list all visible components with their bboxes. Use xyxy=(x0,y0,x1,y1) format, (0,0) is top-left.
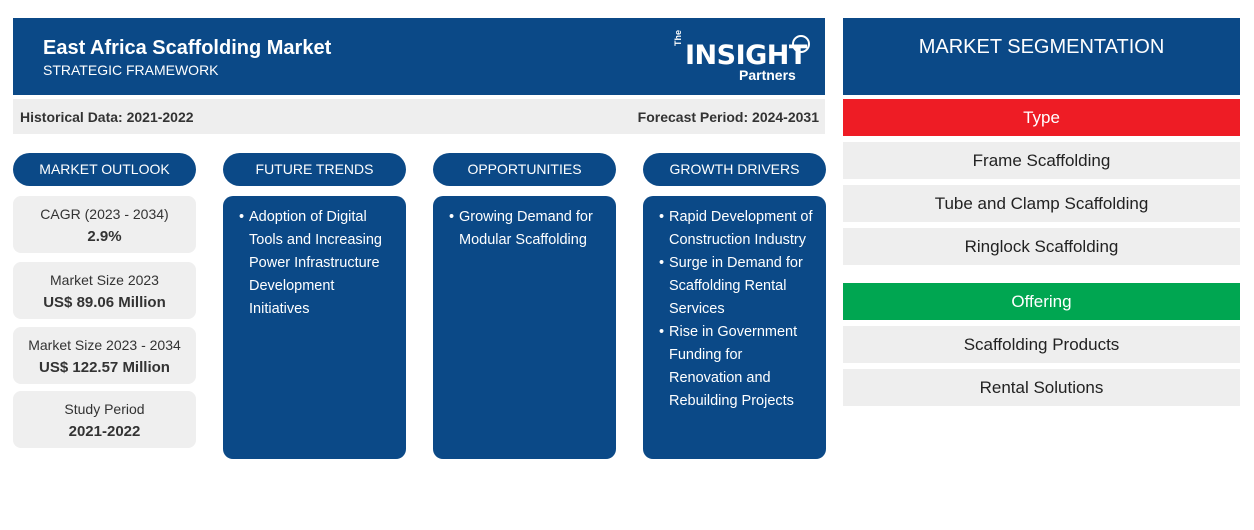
segment-category-type: Type xyxy=(843,99,1240,136)
market-size-range-box: Market Size 2023 - 2034 US$ 122.57 Milli… xyxy=(13,327,196,384)
segment-item: Ringlock Scaffolding xyxy=(843,228,1240,265)
stat-label: Market Size 2023 - 2034 xyxy=(28,337,181,353)
stat-value: 2.9% xyxy=(87,228,122,245)
growth-drivers-card: Rapid Development of Construction Indust… xyxy=(643,196,826,459)
opportunities-card: Growing Demand for Modular Scaffolding xyxy=(433,196,616,459)
segment-item: Rental Solutions xyxy=(843,369,1240,406)
stat-value: US$ 89.06 Million xyxy=(43,294,166,311)
study-period-box: Study Period 2021-2022 xyxy=(13,391,196,448)
report-header: East Africa Scaffolding Market STRATEGIC… xyxy=(13,18,825,95)
historical-data: Historical Data: 2021-2022 xyxy=(20,109,194,125)
future-trends-heading: FUTURE TRENDS xyxy=(223,153,406,186)
future-trends-card: Adoption of Digital Tools and Increasing… xyxy=(223,196,406,459)
segment-item: Frame Scaffolding xyxy=(843,142,1240,179)
logo-insight-text: INSIGHT xyxy=(685,40,807,71)
list-item: Surge in Demand for Scaffolding Rental S… xyxy=(659,252,816,321)
stat-value: US$ 122.57 Million xyxy=(39,359,170,376)
report-title: East Africa Scaffolding Market xyxy=(43,37,332,59)
logo-partners-text: Partners xyxy=(739,67,796,83)
stat-label: Market Size 2023 xyxy=(50,272,159,288)
cagr-box: CAGR (2023 - 2034) 2.9% xyxy=(13,196,196,253)
insight-partners-logo: The INSIGHT Partners xyxy=(673,29,813,84)
list-item: Adoption of Digital Tools and Increasing… xyxy=(239,206,396,321)
segment-item: Tube and Clamp Scaffolding xyxy=(843,185,1240,222)
list-item: Growing Demand for Modular Scaffolding xyxy=(449,206,606,252)
market-outlook-heading: MARKET OUTLOOK xyxy=(13,153,196,186)
period-bar: Historical Data: 2021-2022 Forecast Peri… xyxy=(13,99,825,134)
stat-label: Study Period xyxy=(64,401,145,417)
logo-arc-icon xyxy=(792,35,810,53)
list-item: Rise in Government Funding for Renovatio… xyxy=(659,321,816,413)
opportunities-heading: OPPORTUNITIES xyxy=(433,153,616,186)
forecast-period: Forecast Period: 2024-2031 xyxy=(637,109,819,125)
logo-the-text: The xyxy=(673,29,683,46)
stat-label: CAGR (2023 - 2034) xyxy=(40,206,169,222)
market-size-2023-box: Market Size 2023 US$ 89.06 Million xyxy=(13,262,196,319)
segment-item: Scaffolding Products xyxy=(843,326,1240,363)
segment-category-offering: Offering xyxy=(843,283,1240,320)
stat-value: 2021-2022 xyxy=(68,423,141,440)
report-subtitle: STRATEGIC FRAMEWORK xyxy=(43,62,219,78)
list-item: Rapid Development of Construction Indust… xyxy=(659,206,816,252)
market-segmentation-title: MARKET SEGMENTATION xyxy=(843,18,1240,95)
growth-drivers-heading: GROWTH DRIVERS xyxy=(643,153,826,186)
